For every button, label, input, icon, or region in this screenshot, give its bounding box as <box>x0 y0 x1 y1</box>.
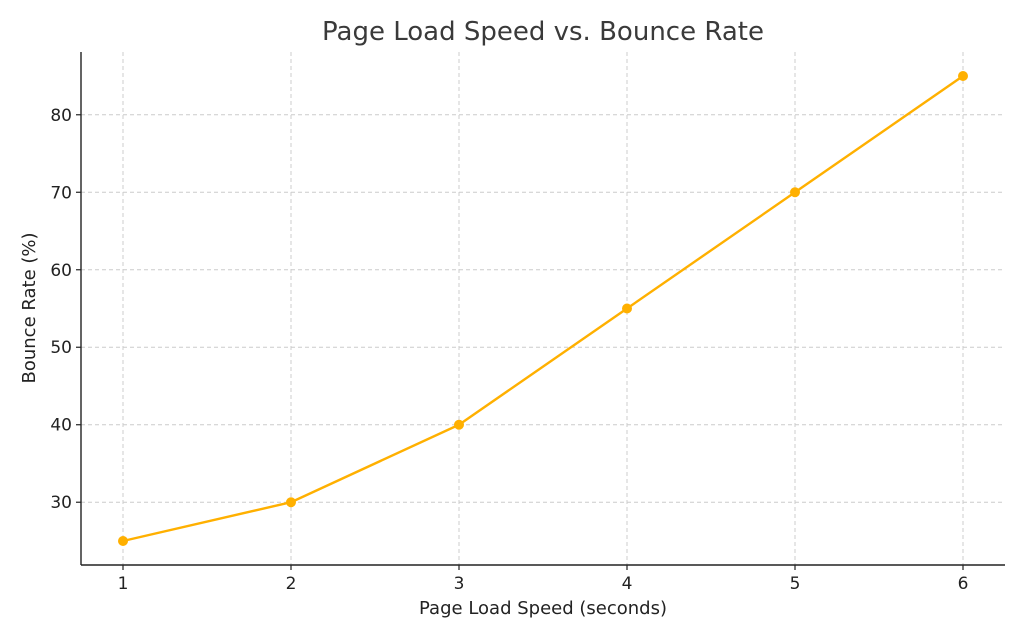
data-point <box>622 303 632 314</box>
chart-title: Page Load Speed vs. Bounce Rate <box>322 17 764 47</box>
y-tick-label: 50 <box>50 338 72 358</box>
series-layer <box>118 71 968 546</box>
data-point <box>286 497 296 508</box>
y-tick-label: 60 <box>50 261 72 281</box>
data-point <box>118 535 128 546</box>
x-tick-label: 2 <box>286 574 297 594</box>
tick-labels: 1 2 3 4 5 6 30 40 50 60 70 80 <box>50 106 968 594</box>
y-tick-label: 80 <box>50 106 72 126</box>
x-tick-label: 4 <box>622 574 633 594</box>
x-tick-label: 1 <box>118 574 129 594</box>
y-tick-label: 70 <box>50 183 72 203</box>
y-tick-label: 40 <box>50 416 72 436</box>
x-tick-label: 3 <box>454 574 465 594</box>
y-axis-label: Bounce Rate (%) <box>19 232 40 383</box>
data-point <box>454 419 464 430</box>
data-point <box>790 187 800 198</box>
data-point <box>958 71 968 82</box>
x-tick-label: 6 <box>958 574 969 594</box>
series-line <box>122 75 964 543</box>
x-axis-label: Page Load Speed (seconds) <box>419 598 667 619</box>
grid-lines <box>81 52 1005 565</box>
x-tick-label: 5 <box>790 574 801 594</box>
y-tick-label: 30 <box>50 493 72 513</box>
axes <box>76 52 1005 570</box>
